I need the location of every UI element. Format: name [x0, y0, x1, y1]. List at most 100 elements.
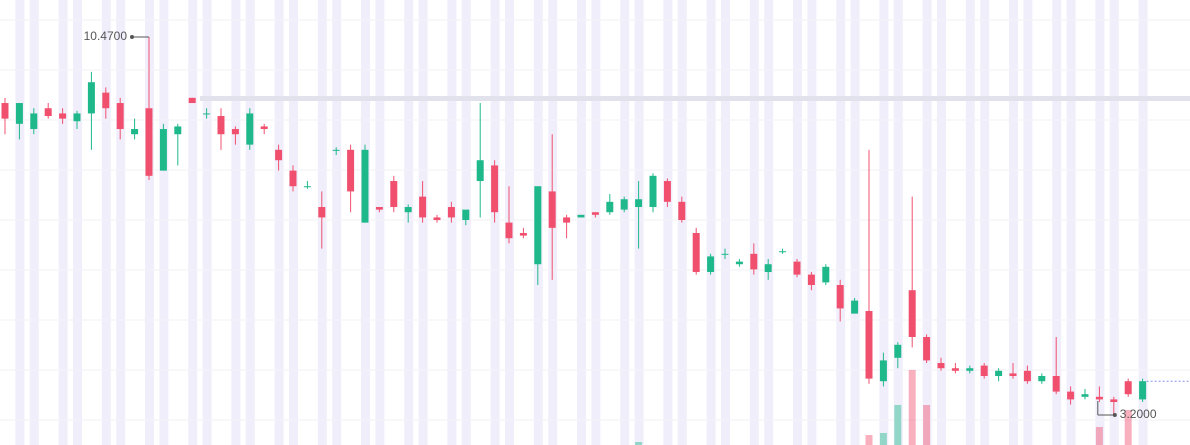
candle-body: [231, 129, 239, 135]
session-band: [807, 0, 817, 445]
candle-body: [1052, 376, 1060, 392]
candle-body: [433, 217, 441, 221]
candle-body: [419, 196, 427, 218]
candle-body: [1139, 381, 1147, 400]
volume-bar: [894, 405, 902, 445]
session-band: [793, 0, 802, 445]
candle-body: [620, 199, 628, 210]
candle-body: [375, 207, 383, 210]
candle-body: [59, 113, 67, 119]
session-band: [58, 0, 68, 445]
session-band: [980, 0, 990, 445]
candle-body: [1, 103, 9, 119]
candle-body: [1009, 373, 1017, 377]
session-band: [289, 0, 298, 445]
candle-body: [332, 149, 340, 151]
session-band: [620, 0, 630, 445]
candle-body: [865, 311, 873, 379]
candle-body: [879, 360, 887, 382]
session-band: [15, 0, 25, 445]
candle-body: [678, 201, 686, 221]
session-band: [893, 0, 903, 445]
candle-body: [87, 82, 95, 114]
session-band: [245, 0, 255, 445]
candle-body: [404, 207, 412, 213]
candle-body: [476, 160, 484, 182]
candle-body: [548, 191, 556, 228]
candle-body: [1081, 394, 1089, 397]
session-band: [850, 0, 860, 445]
session-band: [375, 0, 385, 445]
session-band: [591, 0, 601, 445]
candle-body: [764, 264, 772, 273]
session-band: [1138, 0, 1148, 445]
candle-body: [73, 113, 81, 122]
session-band: [965, 0, 975, 445]
candle-body: [908, 290, 916, 338]
candle-body: [735, 261, 743, 265]
candle-body: [1023, 370, 1031, 382]
session-band: [922, 0, 932, 445]
session-band: [29, 0, 39, 445]
candle-body: [980, 365, 988, 377]
volume-bar: [879, 433, 887, 445]
high-label: 10.4700: [84, 29, 128, 43]
session-band: [231, 0, 241, 445]
candle-body: [505, 222, 513, 239]
volume-bar: [1124, 410, 1132, 445]
candle-body: [995, 370, 1003, 377]
session-band: [937, 0, 946, 445]
candle-body: [131, 129, 139, 135]
session-band: [1009, 0, 1018, 445]
candle-body: [203, 113, 211, 115]
candle-body: [303, 186, 311, 188]
candle-body: [246, 113, 254, 145]
volume-bar: [923, 405, 931, 445]
candle-body: [894, 344, 902, 358]
session-band: [1066, 0, 1076, 445]
session-band: [836, 0, 846, 445]
session-band: [1023, 0, 1033, 445]
candle-body: [159, 129, 167, 171]
candle-body: [663, 181, 671, 202]
candle-body: [145, 108, 153, 176]
candle-body: [318, 207, 326, 218]
candle-body: [188, 97, 196, 104]
candle-body: [750, 253, 758, 270]
session-band: [749, 0, 759, 445]
session-band: [332, 0, 342, 445]
session-band: [764, 0, 774, 445]
session-band: [145, 0, 154, 445]
candle-body: [1095, 396, 1103, 400]
candle-body: [275, 149, 283, 161]
candle-body: [361, 149, 369, 223]
candle-body: [937, 363, 945, 369]
candle-body: [30, 113, 38, 130]
candle-body: [606, 201, 614, 213]
candle-body: [1067, 391, 1075, 400]
candle-body: [779, 251, 787, 253]
candle-body: [807, 274, 815, 286]
candle-body: [519, 233, 527, 236]
candle-body: [822, 266, 830, 283]
candle-body: [721, 253, 729, 255]
low-dot: [1112, 413, 1117, 417]
session-band: [663, 0, 673, 445]
candle-body: [836, 285, 844, 309]
candle-body: [1110, 399, 1118, 403]
candle-body: [1038, 376, 1046, 382]
session-band: [159, 0, 169, 445]
session-band: [706, 0, 716, 445]
candle-body: [44, 108, 52, 117]
session-band: [73, 0, 82, 445]
volume-bar: [908, 370, 916, 445]
candle-body: [635, 199, 643, 208]
candle-body: [217, 116, 225, 135]
candle-body: [707, 256, 715, 273]
volume-bar: [1095, 427, 1103, 445]
candle-body: [260, 126, 268, 130]
candle-body: [692, 233, 700, 273]
candle-body: [347, 149, 355, 192]
session-band: [879, 0, 889, 445]
